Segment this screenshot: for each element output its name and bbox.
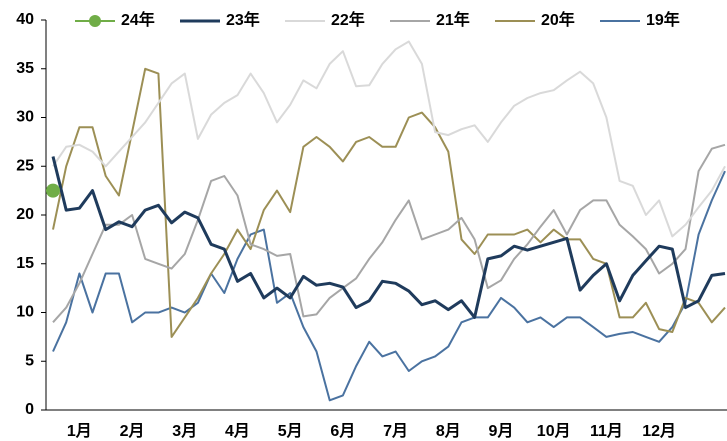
series-line [51,156,726,319]
series-line [52,40,726,238]
y-tick-label: 15 [16,255,34,272]
y-tick-label: 0 [25,401,34,418]
y-tick-label: 5 [25,352,34,369]
y-tick-label: 35 [16,60,34,77]
x-tick-label: 4月 [225,422,250,440]
x-tick-label: 10月 [537,422,571,440]
legend-marker [89,15,101,27]
series-line [52,67,726,338]
legend-label: 19年 [646,10,680,29]
x-tick-label: 8月 [436,422,461,440]
x-tick-label: 12月 [642,422,676,440]
series-line [52,143,726,323]
legend-label: 23年 [226,10,260,29]
legend-label: 21年 [436,10,470,29]
x-tick-label: 5月 [278,422,303,440]
x-tick-label: 7月 [383,422,408,440]
y-tick-label: 30 [16,109,34,126]
y-tick-label: 40 [16,11,34,28]
y-tick-label: 10 [16,304,34,321]
series-marker [46,183,60,198]
legend-label: 22年 [331,10,365,29]
series-line [52,170,726,402]
x-tick-label: 11月 [590,422,623,440]
x-tick-label: 2月 [120,422,145,440]
x-tick-label: 9月 [489,422,514,440]
y-tick-label: 25 [16,157,34,174]
x-tick-label: 1月 [67,422,92,440]
x-tick-label: 6月 [330,422,355,440]
y-tick-label: 20 [16,206,34,223]
legend-label: 20年 [541,10,575,29]
legend-label: 24年 [121,10,155,29]
x-tick-label: 3月 [172,422,197,440]
